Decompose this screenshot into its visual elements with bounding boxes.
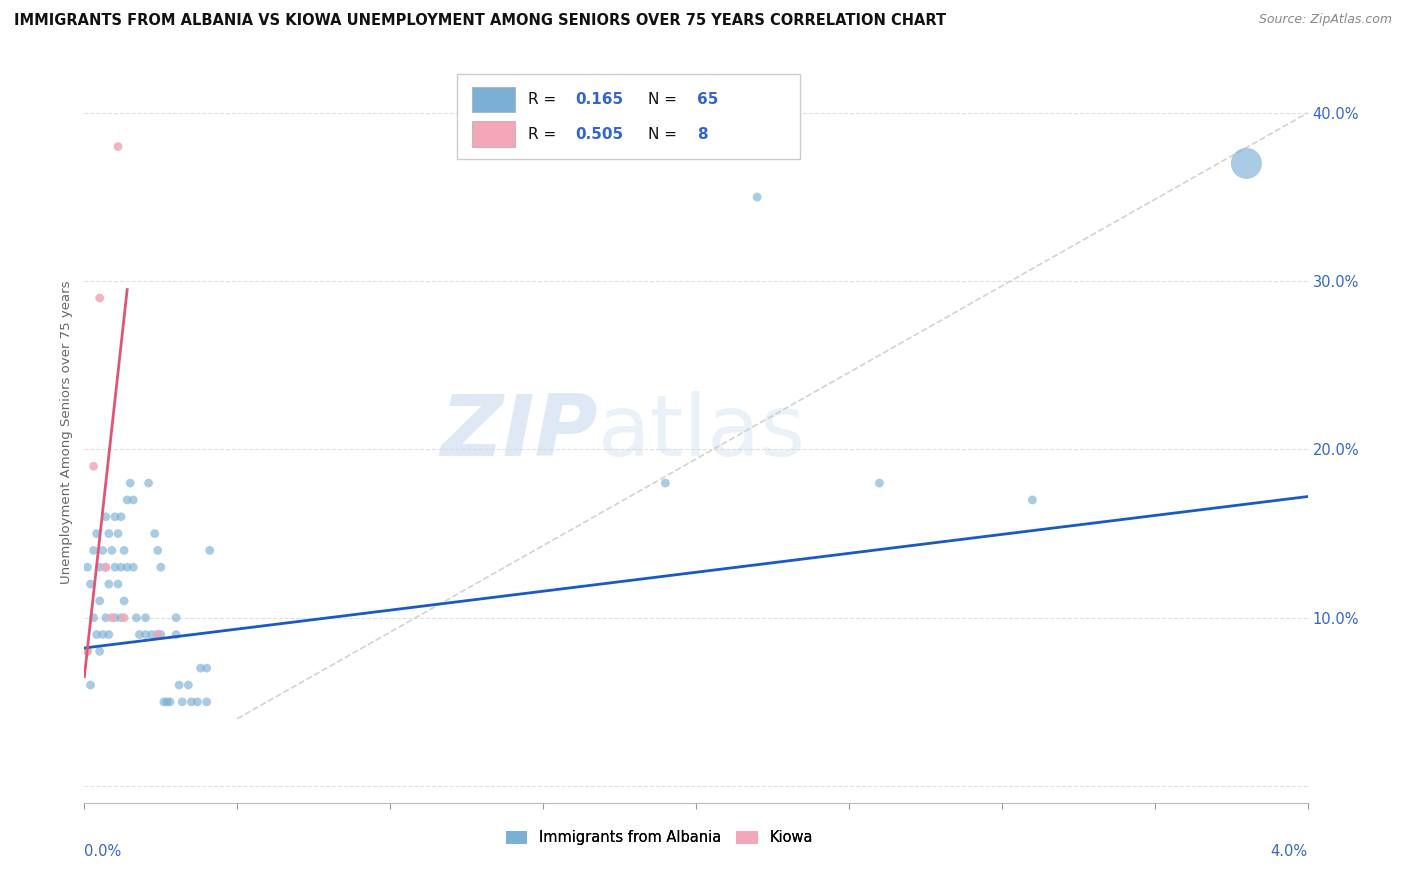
Point [86, 627, 108, 641]
Point [110, 610, 132, 624]
Point [141, 627, 163, 641]
Point [167, 678, 190, 692]
Point [83, 610, 105, 624]
Point [89, 291, 111, 305]
Point [149, 627, 172, 641]
Point [104, 509, 127, 524]
Text: 8: 8 [697, 127, 707, 142]
Text: N =: N = [648, 92, 682, 107]
Point [195, 661, 218, 675]
Text: 0.165: 0.165 [575, 92, 623, 107]
Point [91, 543, 114, 558]
Point [86, 526, 108, 541]
Point [89, 560, 111, 574]
Text: N =: N = [648, 127, 682, 142]
Text: 0.0%: 0.0% [84, 844, 121, 858]
Point [110, 509, 132, 524]
Text: R =: R = [529, 127, 561, 142]
Point [112, 543, 135, 558]
Point [91, 627, 114, 641]
Point [107, 526, 129, 541]
Point [110, 560, 132, 574]
Point [1021, 492, 1043, 507]
Point [94, 509, 117, 524]
Point [101, 610, 124, 624]
Point [186, 695, 208, 709]
Point [198, 543, 221, 558]
Point [153, 695, 176, 709]
Point [195, 695, 218, 709]
Point [149, 560, 172, 574]
Y-axis label: Unemployment Among Seniors over 75 years: Unemployment Among Seniors over 75 years [60, 281, 73, 584]
Point [104, 560, 127, 574]
Bar [457, 73, 800, 159]
Point [97, 627, 120, 641]
Text: ZIP: ZIP [440, 391, 598, 475]
Text: atlas: atlas [598, 391, 806, 475]
Point [120, 476, 142, 491]
Point [125, 610, 148, 624]
Point [143, 526, 166, 541]
Point [89, 644, 111, 658]
Text: 65: 65 [697, 92, 718, 107]
Point [79, 678, 101, 692]
Point [172, 695, 194, 709]
Text: R =: R = [529, 92, 561, 107]
Point [1236, 156, 1258, 170]
Point [177, 678, 200, 692]
Text: Source: ZipAtlas.com: Source: ZipAtlas.com [1258, 13, 1392, 27]
Point [165, 610, 187, 624]
Point [76, 644, 98, 658]
Point [122, 492, 145, 507]
Point [122, 560, 145, 574]
Point [146, 543, 169, 558]
Point [83, 543, 105, 558]
Legend: Immigrants from Albania, Kiowa: Immigrants from Albania, Kiowa [499, 824, 818, 851]
Text: 4.0%: 4.0% [1271, 844, 1308, 858]
Text: IMMIGRANTS FROM ALBANIA VS KIOWA UNEMPLOYMENT AMONG SENIORS OVER 75 YEARS CORREL: IMMIGRANTS FROM ALBANIA VS KIOWA UNEMPLO… [14, 13, 946, 29]
Text: 0.505: 0.505 [575, 127, 623, 142]
Point [112, 594, 135, 608]
Point [180, 695, 202, 709]
Point [165, 627, 187, 641]
Point [146, 627, 169, 641]
Point [654, 476, 676, 491]
Point [101, 543, 124, 558]
Point [76, 644, 98, 658]
Point [128, 627, 150, 641]
Point [146, 627, 169, 641]
Point [83, 459, 105, 474]
Point [94, 560, 117, 574]
Point [107, 577, 129, 591]
Point [76, 560, 98, 574]
Point [115, 492, 138, 507]
Point [190, 661, 212, 675]
Bar [472, 87, 515, 112]
Point [156, 695, 179, 709]
Point [115, 560, 138, 574]
Point [104, 610, 127, 624]
Point [112, 610, 135, 624]
Point [138, 476, 160, 491]
Point [135, 627, 157, 641]
Point [159, 695, 181, 709]
Point [107, 139, 129, 153]
Point [747, 190, 769, 204]
Point [97, 526, 120, 541]
Point [97, 577, 120, 591]
Point [94, 560, 117, 574]
Bar [472, 121, 515, 147]
Point [89, 594, 111, 608]
Point [135, 610, 157, 624]
Point [869, 476, 891, 491]
Point [94, 610, 117, 624]
Point [79, 577, 101, 591]
